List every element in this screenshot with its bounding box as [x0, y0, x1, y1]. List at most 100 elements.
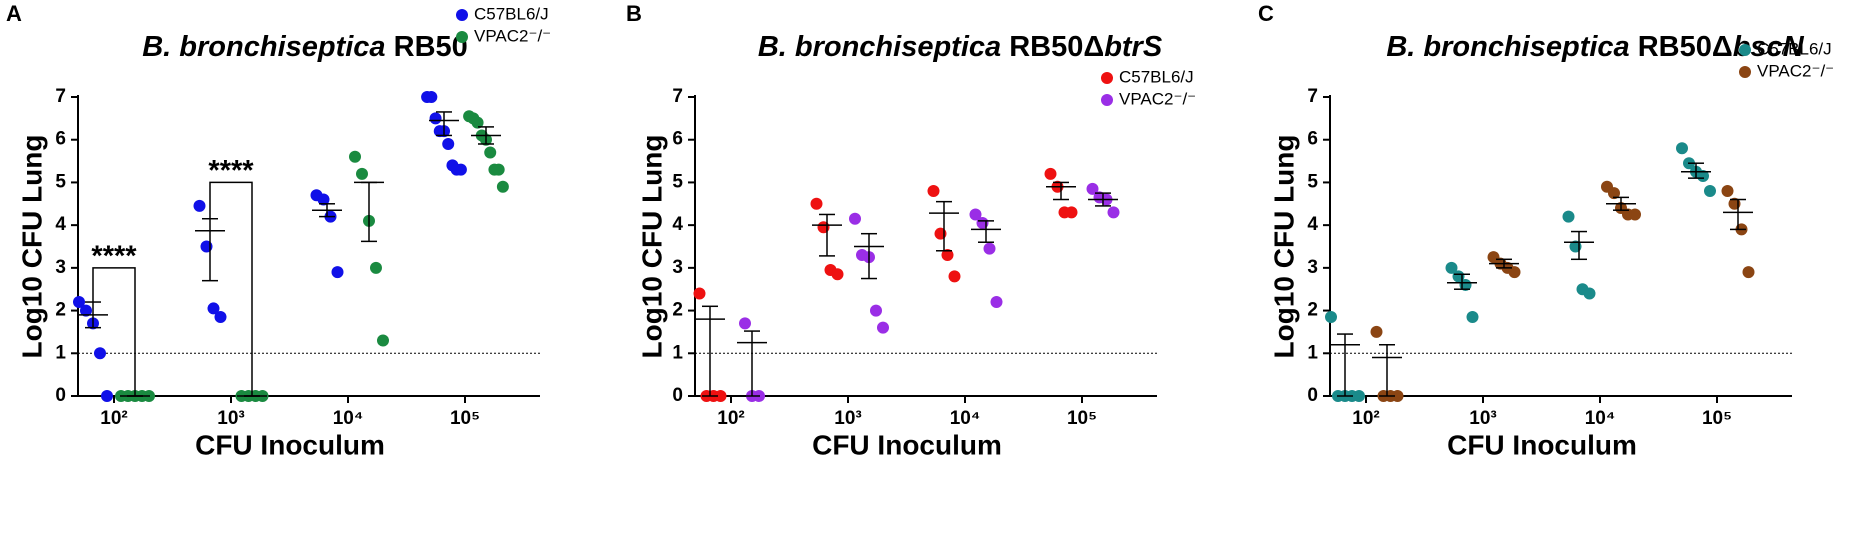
data-point [1370, 325, 1383, 338]
y-tick-label: 2 [55, 300, 66, 321]
y-tick-label: 4 [55, 214, 66, 235]
data-point [1629, 208, 1641, 221]
data-point [317, 193, 330, 206]
y-tick-label: 7 [672, 86, 683, 107]
legend-label: VPAC2⁻/⁻ [474, 26, 551, 45]
y-tick-label: 1 [672, 342, 683, 363]
y-tick-label: 4 [672, 214, 683, 235]
data-point [1562, 210, 1575, 223]
y-tick-label: 7 [55, 86, 66, 107]
panel-letter: A [6, 1, 22, 26]
legend-label: VPAC2⁻/⁻ [1119, 89, 1196, 108]
data-point [1583, 287, 1596, 300]
data-point [377, 334, 389, 347]
title-part: RB50Δ [1001, 31, 1104, 63]
data-point [471, 116, 484, 129]
y-axis-title: Log10 CFU Lung [636, 135, 667, 359]
data-point [1445, 261, 1458, 274]
y-tick-label: 6 [55, 129, 66, 150]
x-axis-title: CFU Inoculum [195, 429, 385, 460]
chart-title: B. bronchiseptica RB50ΔbscN [1386, 31, 1804, 63]
data-point [948, 270, 961, 283]
data-point [1697, 170, 1709, 183]
title-part: btrS [1104, 31, 1163, 63]
data-point [1391, 390, 1404, 402]
data-point [214, 310, 227, 323]
data-point [1107, 206, 1120, 219]
legend-label: C57BL6/J [1757, 39, 1832, 58]
y-axis-title: Log10 CFU Lung [16, 135, 47, 359]
data-point [331, 266, 344, 279]
data-point [425, 91, 438, 103]
title-part: RB50Δ [1630, 31, 1733, 63]
data-point [496, 180, 509, 193]
legend-marker [1739, 66, 1751, 78]
x-tick-label: 10⁵ [450, 408, 480, 429]
x-axis-title: CFU Inoculum [812, 429, 1002, 460]
y-axis-title: Log10 CFU Lung [1268, 135, 1299, 359]
title-part: B. bronchiseptica [758, 31, 1001, 63]
x-tick-label: 10⁵ [1702, 408, 1732, 429]
data-point [454, 163, 467, 176]
legend-marker [1739, 44, 1751, 56]
title-part: B. bronchiseptica [142, 31, 385, 63]
data-point [207, 302, 220, 315]
y-tick-label: 6 [1307, 129, 1318, 150]
data-point [941, 249, 954, 262]
legend-label: VPAC2⁻/⁻ [1757, 61, 1834, 80]
data-point [94, 347, 106, 360]
data-point [810, 197, 823, 210]
x-tick-label: 10² [1352, 408, 1379, 429]
data-point [927, 184, 940, 197]
significance-bracket [92, 267, 136, 396]
data-point [969, 208, 982, 221]
x-tick-label: 10² [100, 408, 127, 429]
data-point [492, 163, 505, 176]
data-point [356, 167, 368, 180]
y-tick-label: 0 [672, 385, 683, 406]
panel: B B. bronchiseptica RB50ΔbtrS Log10 CFU Lu… [626, 1, 1196, 461]
x-tick-label: 10⁵ [1067, 408, 1097, 429]
x-axis-title: CFU Inoculum [1447, 429, 1637, 460]
x-tick-label: 10² [717, 408, 744, 429]
y-tick-label: 5 [55, 171, 66, 192]
data-point [1353, 390, 1365, 402]
data-point [1676, 142, 1688, 155]
legend-marker [1101, 72, 1113, 84]
legend-marker [456, 9, 468, 21]
y-tick-label: 4 [1307, 214, 1318, 235]
data-point [870, 304, 882, 317]
data-point [73, 296, 85, 309]
significance-bracket [209, 181, 253, 396]
data-point [831, 268, 844, 281]
data-point [739, 317, 751, 330]
legend-label: C57BL6/J [474, 4, 549, 23]
y-tick-label: 5 [672, 171, 683, 192]
y-tick-label: 2 [672, 300, 683, 321]
data-point [1044, 167, 1057, 180]
panel: C B. bronchiseptica RB50ΔbscN Log10 CFU Lu… [1258, 1, 1834, 461]
data-point [983, 242, 996, 255]
data-point [714, 390, 727, 402]
y-tick-label: 1 [55, 342, 66, 363]
data-point [693, 287, 706, 300]
panel: A B. bronchiseptica RB50 Log10 CFU Lung CFU… [6, 1, 551, 461]
data-point [1086, 182, 1099, 195]
legend-marker [456, 31, 468, 43]
data-point [101, 390, 113, 402]
data-point [849, 212, 861, 225]
legend-marker [1101, 94, 1113, 106]
y-tick-label: 7 [1307, 86, 1318, 107]
data-point [349, 150, 361, 163]
data-point [1325, 310, 1337, 323]
data-point [1704, 184, 1716, 197]
x-tick-label: 10⁴ [950, 408, 981, 429]
data-point [877, 321, 889, 334]
data-point [429, 112, 442, 125]
y-tick-label: 5 [1307, 171, 1318, 192]
y-tick-label: 0 [55, 385, 66, 406]
data-point [1065, 206, 1078, 219]
x-tick-label: 10³ [834, 408, 861, 429]
y-tick-label: 2 [1307, 300, 1318, 321]
